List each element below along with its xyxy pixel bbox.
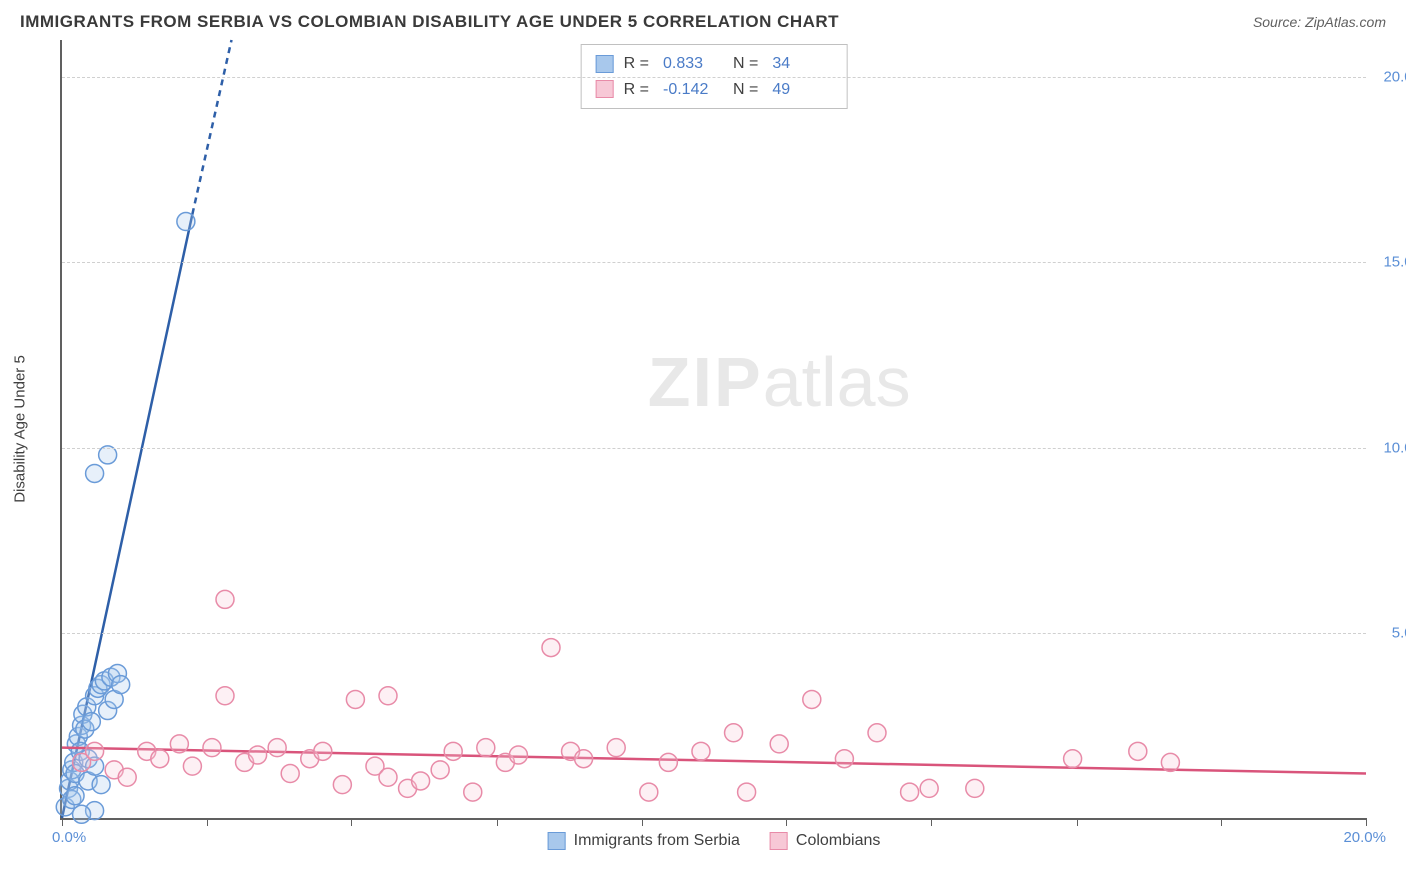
x-axis-end-label: 20.0% (1343, 829, 1386, 846)
x-tick (1077, 818, 1078, 826)
data-point (203, 739, 221, 757)
y-axis-label: Disability Age Under 5 (12, 355, 29, 503)
data-point (901, 783, 919, 801)
scatter-plot-svg (62, 40, 1366, 818)
data-point (509, 746, 527, 764)
n-label: N = (733, 51, 758, 77)
data-point (183, 757, 201, 775)
x-tick (351, 818, 352, 826)
data-point (99, 446, 117, 464)
x-tick (1221, 818, 1222, 826)
data-point (333, 776, 351, 794)
data-point (379, 687, 397, 705)
data-point (966, 779, 984, 797)
data-point (607, 739, 625, 757)
data-point (464, 783, 482, 801)
data-point (177, 213, 195, 231)
data-point (803, 690, 821, 708)
data-point (216, 687, 234, 705)
x-tick (642, 818, 643, 826)
data-point (314, 742, 332, 760)
r-value: 0.833 (663, 51, 723, 77)
data-point (770, 735, 788, 753)
data-point (412, 772, 430, 790)
grid-line (62, 448, 1366, 449)
trend-line-extrapolated (192, 40, 231, 214)
data-point (249, 746, 267, 764)
data-point (170, 735, 188, 753)
legend-swatch (596, 80, 614, 98)
title-bar: IMMIGRANTS FROM SERBIA VS COLOMBIAN DISA… (0, 0, 1406, 40)
legend-item: Immigrants from Serbia (548, 832, 740, 850)
legend-label: Colombians (796, 832, 880, 850)
data-point (1129, 742, 1147, 760)
data-point (640, 783, 658, 801)
grid-line (62, 633, 1366, 634)
n-value: 34 (772, 51, 832, 77)
grid-line (62, 262, 1366, 263)
data-point (346, 690, 364, 708)
r-label: R = (624, 77, 649, 103)
legend-item: Colombians (770, 832, 880, 850)
legend-swatch (548, 832, 566, 850)
data-point (66, 787, 84, 805)
x-tick (786, 818, 787, 826)
data-point (725, 724, 743, 742)
x-tick (207, 818, 208, 826)
r-value: -0.142 (663, 77, 723, 103)
x-tick (497, 818, 498, 826)
data-point (835, 750, 853, 768)
n-label: N = (733, 77, 758, 103)
y-tick-label: 15.0% (1383, 254, 1406, 271)
y-tick-label: 20.0% (1383, 69, 1406, 86)
data-point (112, 676, 130, 694)
data-point (151, 750, 169, 768)
data-point (281, 765, 299, 783)
data-point (82, 713, 100, 731)
data-point (692, 742, 710, 760)
data-point (868, 724, 886, 742)
data-point (379, 768, 397, 786)
data-point (920, 779, 938, 797)
x-tick (62, 818, 63, 826)
data-point (216, 590, 234, 608)
y-tick-label: 5.0% (1392, 624, 1406, 641)
data-point (268, 739, 286, 757)
data-point (1064, 750, 1082, 768)
grid-line (62, 77, 1366, 78)
n-value: 49 (772, 77, 832, 103)
x-axis-origin-label: 0.0% (52, 829, 86, 846)
r-label: R = (624, 51, 649, 77)
series-legend: Immigrants from Serbia Colombians (548, 832, 881, 850)
legend-row: R = -0.142 N = 49 (596, 77, 833, 103)
x-tick (1366, 818, 1367, 826)
chart-plot-area: Disability Age Under 5 ZIPatlas R =0.833… (60, 40, 1366, 820)
data-point (542, 639, 560, 657)
legend-row: R = 0.833 N = 34 (596, 51, 833, 77)
data-point (431, 761, 449, 779)
chart-title: IMMIGRANTS FROM SERBIA VS COLOMBIAN DISA… (20, 12, 839, 32)
data-point (86, 742, 104, 760)
x-tick (931, 818, 932, 826)
data-point (86, 464, 104, 482)
data-point (92, 776, 110, 794)
data-point (659, 753, 677, 771)
data-point (118, 768, 136, 786)
legend-label: Immigrants from Serbia (574, 832, 740, 850)
data-point (1161, 753, 1179, 771)
source-attribution: Source: ZipAtlas.com (1253, 14, 1386, 30)
data-point (477, 739, 495, 757)
legend-swatch (596, 55, 614, 73)
legend-swatch (770, 832, 788, 850)
data-point (738, 783, 756, 801)
data-point (444, 742, 462, 760)
data-point (575, 750, 593, 768)
y-tick-label: 10.0% (1383, 439, 1406, 456)
